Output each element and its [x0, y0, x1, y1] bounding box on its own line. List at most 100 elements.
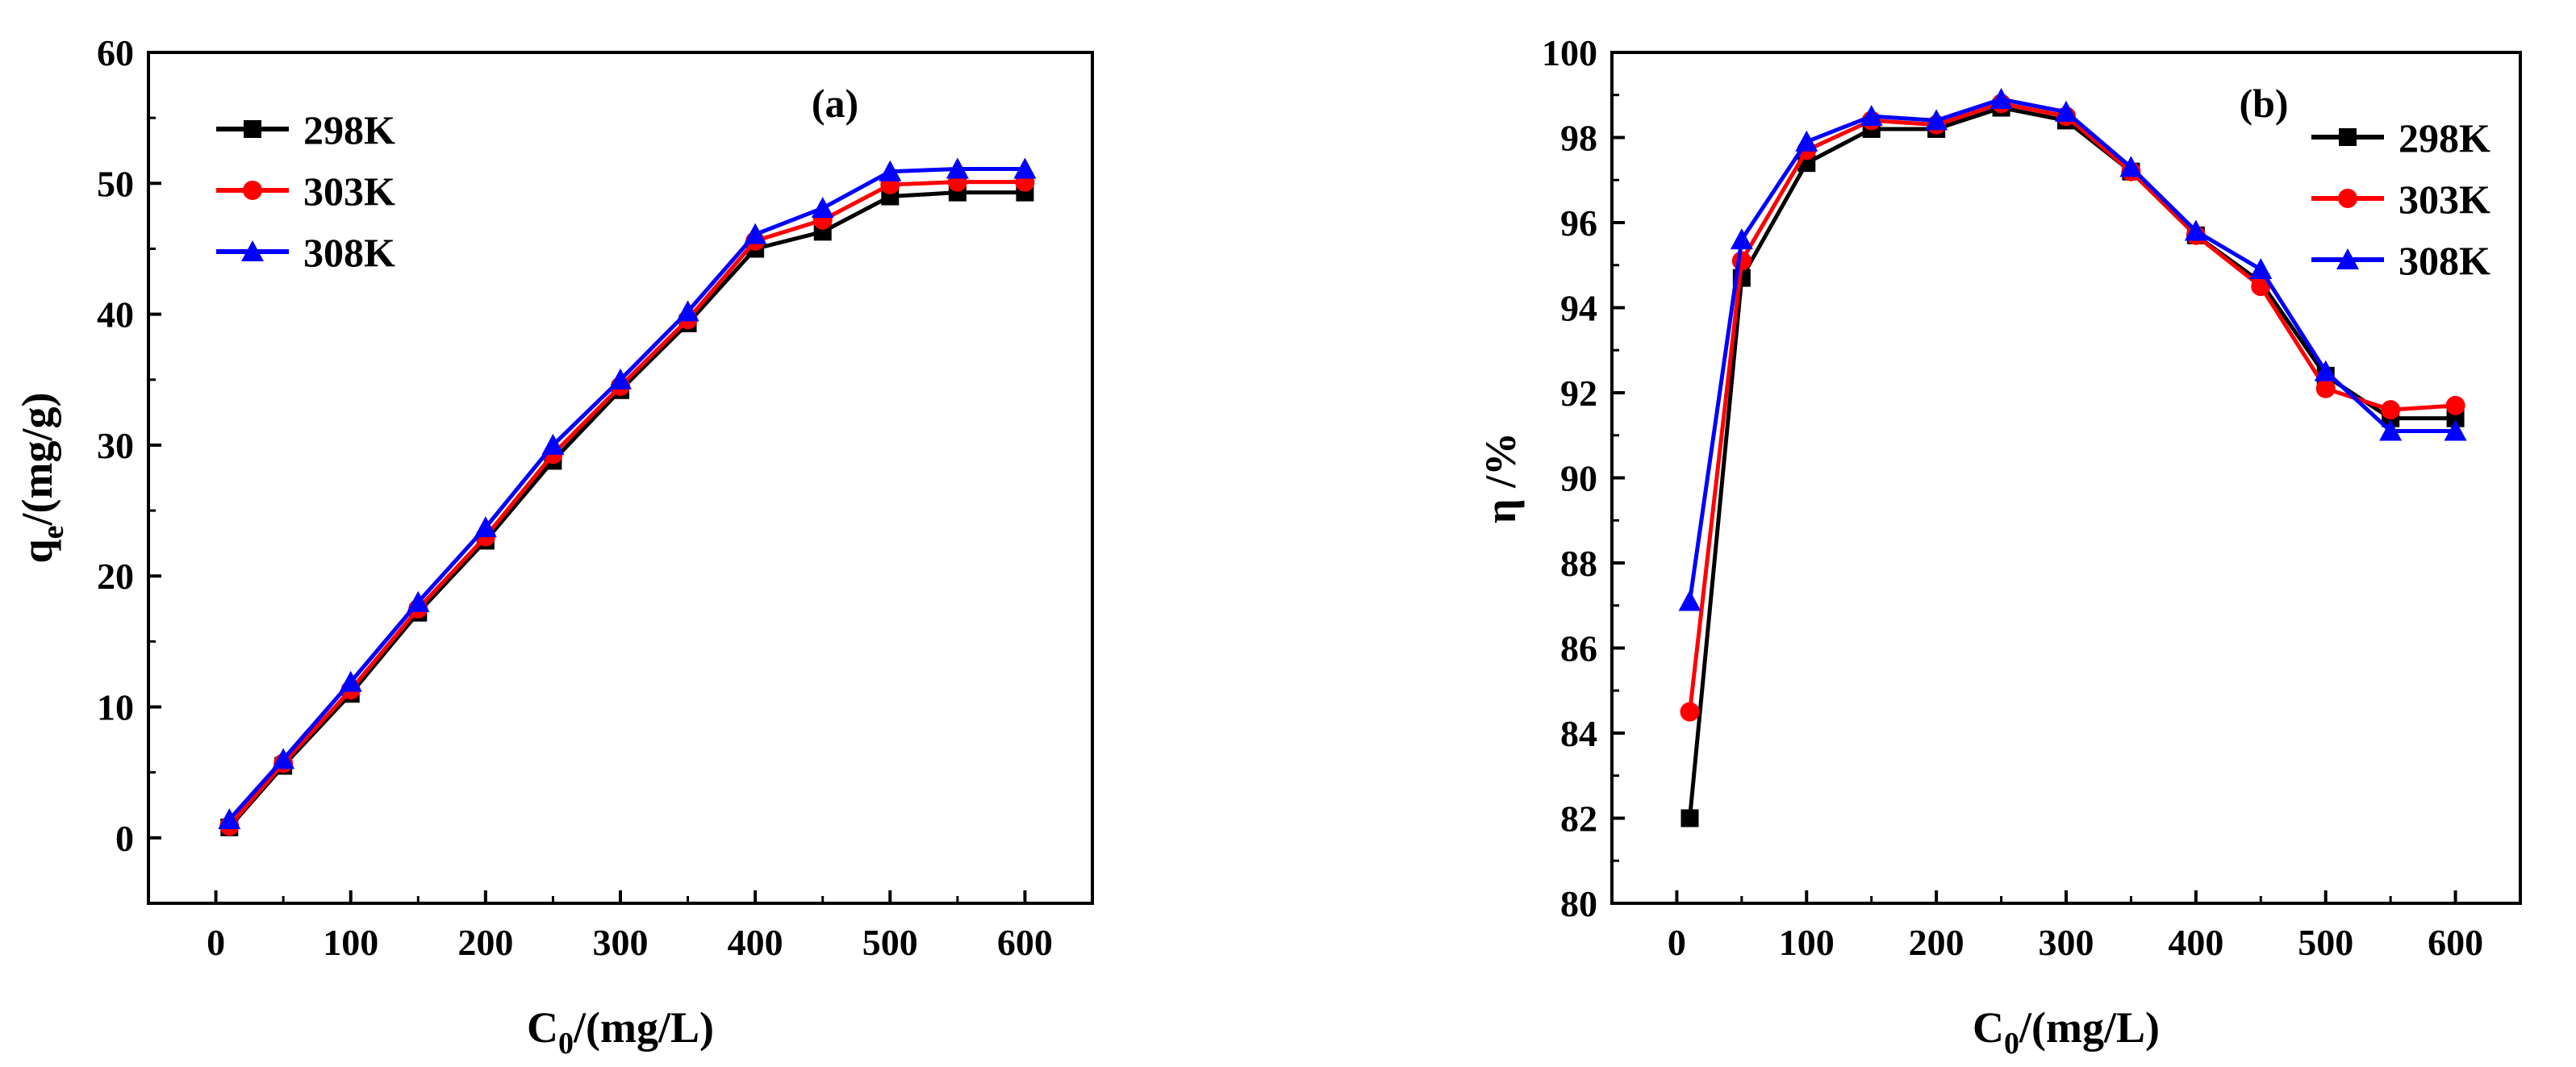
legend-label: 308K: [2399, 238, 2490, 283]
x-tick-label: 300: [2039, 922, 2094, 963]
chart-b: 0 100 200 300 400 500 600 80 82 84 86 88 90 92 94 96 98 1…: [1476, 32, 2522, 1061]
data-point: [2249, 258, 2273, 280]
data-point: [2055, 100, 2077, 122]
legend-marker: [241, 240, 264, 261]
data-point: [2379, 419, 2403, 441]
y-tick-label: 90: [1560, 458, 1597, 499]
data-point: [1795, 130, 1818, 152]
data-point: [2119, 156, 2143, 177]
x-tick-label: 600: [997, 922, 1053, 963]
data-point: [946, 157, 969, 179]
plot-frame: [1610, 51, 2522, 905]
x-tick-label: 200: [1909, 922, 1964, 963]
x-tick-label: 500: [2298, 922, 2353, 963]
x-tick-label: 0: [1668, 922, 1686, 963]
x-tick-label: 100: [323, 922, 378, 963]
data-point: [2314, 360, 2337, 381]
y-tick-label: 100: [1542, 32, 1597, 73]
data-point: [1678, 590, 1701, 611]
data-point: [2315, 378, 2336, 398]
y-tick-label: 60: [97, 32, 134, 73]
y-tick-label: 86: [1560, 628, 1597, 669]
x-axis-label: C0/(mg/L): [527, 1003, 714, 1061]
data-point: [339, 670, 362, 692]
data-point: [2444, 419, 2467, 441]
y-tick-label: 96: [1560, 202, 1597, 244]
series-303K: [1680, 94, 2465, 722]
y-tick-label: 82: [1560, 798, 1597, 840]
chart-a: 0 100 200 300 400 500 6000102030405060C0/(mg/L…: [13, 32, 1094, 1061]
data-point: [1730, 228, 1753, 250]
data-point: [2381, 400, 2401, 420]
y-tick-label: 30: [97, 425, 134, 466]
legend-marker: [2338, 189, 2357, 208]
legend-marker: [244, 120, 261, 138]
data-point: [676, 300, 699, 322]
x-tick-label: 400: [2168, 922, 2223, 963]
x-axis-label-unit: /(mg/L): [573, 1003, 714, 1052]
legend: 298K 303K 308K: [2311, 115, 2490, 283]
panel-label: (a): [812, 81, 858, 126]
x-axis-label-main: C: [527, 1003, 558, 1052]
data-point: [811, 197, 834, 219]
data-point: [474, 516, 497, 538]
x-tick-label: 600: [2428, 922, 2483, 963]
legend-marker: [243, 181, 262, 200]
series-308K: [218, 157, 1037, 830]
x-axis-label-sub: 0: [2004, 1027, 2019, 1061]
data-point: [407, 590, 430, 612]
y-tick-label: 94: [1560, 288, 1597, 329]
series-line: [1688, 97, 2456, 602]
y-axis-label: η /%: [1476, 432, 1525, 523]
y-tick-label: 40: [97, 294, 134, 336]
y-tick-label: 80: [1560, 883, 1597, 924]
data-point: [1860, 105, 1883, 127]
series-298K: [220, 183, 1034, 836]
y-tick-label: 20: [97, 556, 134, 597]
x-axis-label-unit: /(mg/L): [2019, 1003, 2160, 1052]
legend-label: 308K: [303, 230, 395, 275]
y-tick-label: 88: [1560, 543, 1597, 584]
data-point: [1013, 157, 1037, 179]
data-point: [744, 223, 767, 244]
panel-label: (b): [2239, 81, 2288, 126]
legend-marker: [2336, 248, 2359, 269]
data-point: [2251, 277, 2271, 297]
x-axis-label-main: C: [1973, 1003, 2004, 1052]
x-axis-label-sub: 0: [558, 1027, 574, 1061]
series-298K: [1680, 98, 2465, 827]
data-point: [1731, 251, 1751, 271]
data-point: [541, 433, 565, 455]
series-line: [228, 180, 1025, 827]
data-point: [1680, 702, 1700, 722]
data-point: [609, 368, 632, 390]
series-308K: [1678, 88, 2467, 611]
y-axis-label-main: q: [13, 539, 61, 563]
x-tick-label: 100: [1779, 922, 1835, 963]
legend: 298K 303K 308K: [216, 107, 395, 275]
series-line: [1688, 105, 2456, 819]
y-axis-label-sub: e: [36, 526, 70, 540]
x-tick-label: 0: [207, 922, 225, 963]
y-tick-label: 92: [1560, 373, 1597, 414]
data-point: [272, 748, 295, 769]
series-line: [228, 190, 1025, 829]
y-tick-label: 84: [1560, 713, 1597, 754]
y-tick-label: 10: [97, 687, 134, 728]
x-tick-label: 300: [593, 922, 649, 963]
data-point: [1680, 809, 1699, 827]
x-tick-label: 400: [728, 922, 783, 963]
y-tick-label: 98: [1560, 118, 1597, 159]
data-point: [2445, 395, 2465, 415]
x-tick-label: 500: [862, 922, 918, 963]
y-axis-label-unit: /(mg/g): [13, 393, 61, 527]
x-axis-label: C0/(mg/L): [1973, 1003, 2160, 1061]
y-axis-label: qe/(mg/g): [13, 393, 70, 564]
legend-label: 298K: [303, 107, 395, 152]
legend-label: 298K: [2399, 115, 2490, 160]
data-point: [218, 808, 241, 830]
legend-label: 303K: [303, 169, 395, 214]
legend-marker: [2339, 128, 2357, 146]
x-tick-label: 200: [457, 922, 513, 963]
